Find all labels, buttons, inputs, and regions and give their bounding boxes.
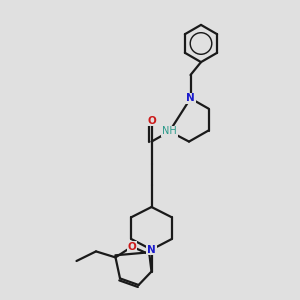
Text: NH: NH [162, 126, 177, 136]
Text: O: O [128, 242, 136, 252]
Text: N: N [147, 244, 156, 255]
Text: O: O [147, 116, 156, 126]
Text: N: N [186, 93, 195, 103]
